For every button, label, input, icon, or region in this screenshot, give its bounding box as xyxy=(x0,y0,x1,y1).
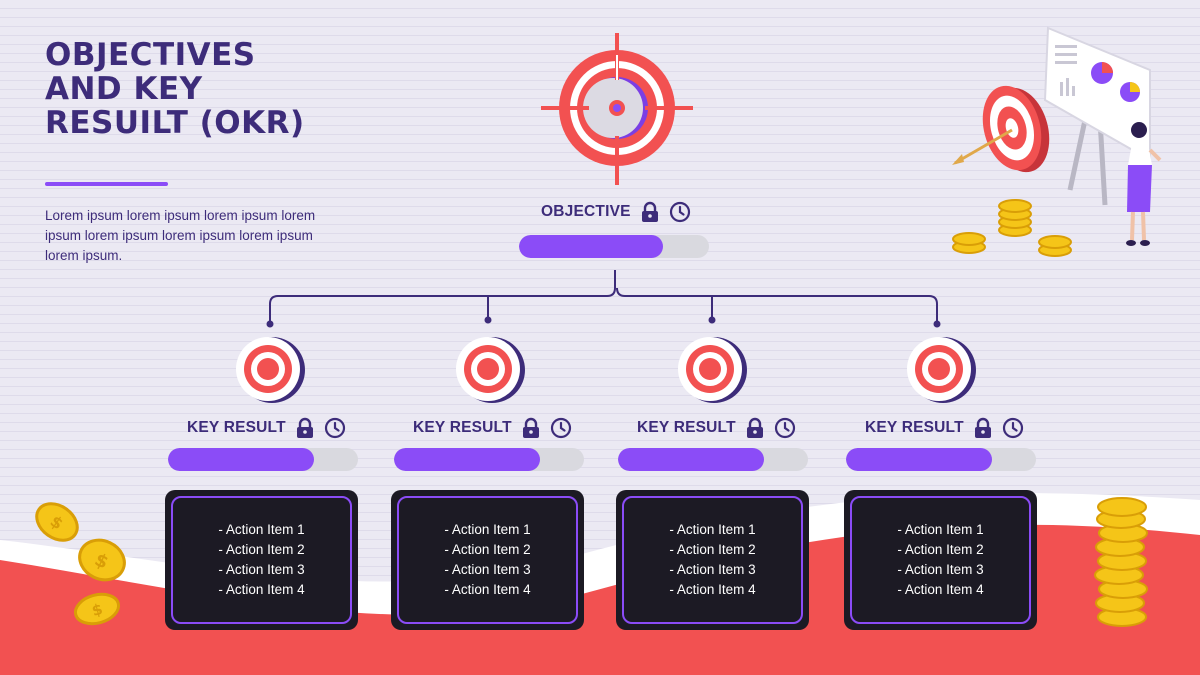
coin-icon xyxy=(952,199,1072,257)
key-result-progress-bar xyxy=(618,448,808,471)
key-result-progress-fill xyxy=(168,448,315,471)
description-text: Lorem ipsum lorem ipsum lorem ipsum lore… xyxy=(45,208,316,263)
connector-dots xyxy=(266,316,941,328)
coin-stack-icon xyxy=(1094,497,1148,627)
key-result-progress-bar xyxy=(394,448,584,471)
key-result-progress-fill xyxy=(618,448,765,471)
key-result-progress-bar xyxy=(168,448,358,471)
lock-icon xyxy=(974,417,991,438)
key-result-header: KEY RESULT xyxy=(637,417,796,439)
key-result-header: KEY RESULT xyxy=(865,417,1024,439)
action-item: - Action Item 4 xyxy=(444,582,531,597)
target-icon xyxy=(678,337,747,403)
action-item: - Action Item 1 xyxy=(897,522,984,537)
action-items-card: - Action Item 1 - Action Item 2 - Action… xyxy=(391,490,584,630)
action-item: - Action Item 2 xyxy=(669,542,756,557)
action-item: - Action Item 4 xyxy=(218,582,305,597)
connector-lines xyxy=(269,270,938,322)
key-result-label: KEY RESULT xyxy=(413,419,512,436)
page-title: OBJECTIVES AND KEY RESUILT (OKR) xyxy=(45,37,305,141)
action-item: - Action Item 2 xyxy=(897,542,984,557)
svg-text:$: $ xyxy=(90,600,105,620)
title-underline xyxy=(45,182,168,186)
action-items-card: - Action Item 1 - Action Item 2 - Action… xyxy=(844,490,1037,630)
action-item: - Action Item 3 xyxy=(218,562,305,577)
objective-target-icon xyxy=(541,33,693,185)
action-item: - Action Item 3 xyxy=(444,562,531,577)
action-items-card: - Action Item 1 - Action Item 2 - Action… xyxy=(165,490,358,630)
target-icon xyxy=(907,337,976,403)
lock-icon xyxy=(746,417,763,438)
clock-icon xyxy=(774,417,795,439)
action-item: - Action Item 4 xyxy=(897,582,984,597)
objective-progress-fill xyxy=(519,235,664,258)
action-items-list: - Action Item 1 - Action Item 2 - Action… xyxy=(171,496,352,624)
objective-label: OBJECTIVE xyxy=(541,203,631,220)
action-item: - Action Item 1 xyxy=(669,522,756,537)
clock-icon xyxy=(550,417,571,439)
key-result-progress-bar xyxy=(846,448,1036,471)
action-item: - Action Item 2 xyxy=(444,542,531,557)
target-icon xyxy=(236,337,305,403)
action-items-list: - Action Item 1 - Action Item 2 - Action… xyxy=(397,496,578,624)
action-items-list: - Action Item 1 - Action Item 2 - Action… xyxy=(622,496,803,624)
action-item: - Action Item 3 xyxy=(669,562,756,577)
coin-icon: $ xyxy=(35,502,79,542)
key-result-label: KEY RESULT xyxy=(187,419,286,436)
clock-icon xyxy=(669,201,690,223)
clock-icon xyxy=(324,417,345,439)
action-item: - Action Item 3 xyxy=(897,562,984,577)
target-icon xyxy=(456,337,525,403)
objective-progress-bar xyxy=(519,235,709,258)
key-result-progress-fill xyxy=(394,448,541,471)
coin-icon: $ xyxy=(73,592,121,626)
action-item: - Action Item 1 xyxy=(218,522,305,537)
key-result-progress-fill xyxy=(846,448,993,471)
key-result-header: KEY RESULT xyxy=(187,417,346,439)
action-item: - Action Item 2 xyxy=(218,542,305,557)
action-items-list: - Action Item 1 - Action Item 2 - Action… xyxy=(850,496,1031,624)
lock-icon xyxy=(296,417,313,438)
objective-header: OBJECTIVE xyxy=(541,201,691,223)
presenter-illustration xyxy=(952,26,1162,246)
lock-icon xyxy=(641,201,658,222)
action-item: - Action Item 1 xyxy=(444,522,531,537)
key-result-header: KEY RESULT xyxy=(413,417,572,439)
key-result-label: KEY RESULT xyxy=(865,419,964,436)
action-items-card: - Action Item 1 - Action Item 2 - Action… xyxy=(616,490,809,630)
action-item: - Action Item 4 xyxy=(669,582,756,597)
key-result-label: KEY RESULT xyxy=(637,419,736,436)
lock-icon xyxy=(522,417,539,438)
coin-icon: $ xyxy=(78,538,126,582)
clock-icon xyxy=(1002,417,1023,439)
